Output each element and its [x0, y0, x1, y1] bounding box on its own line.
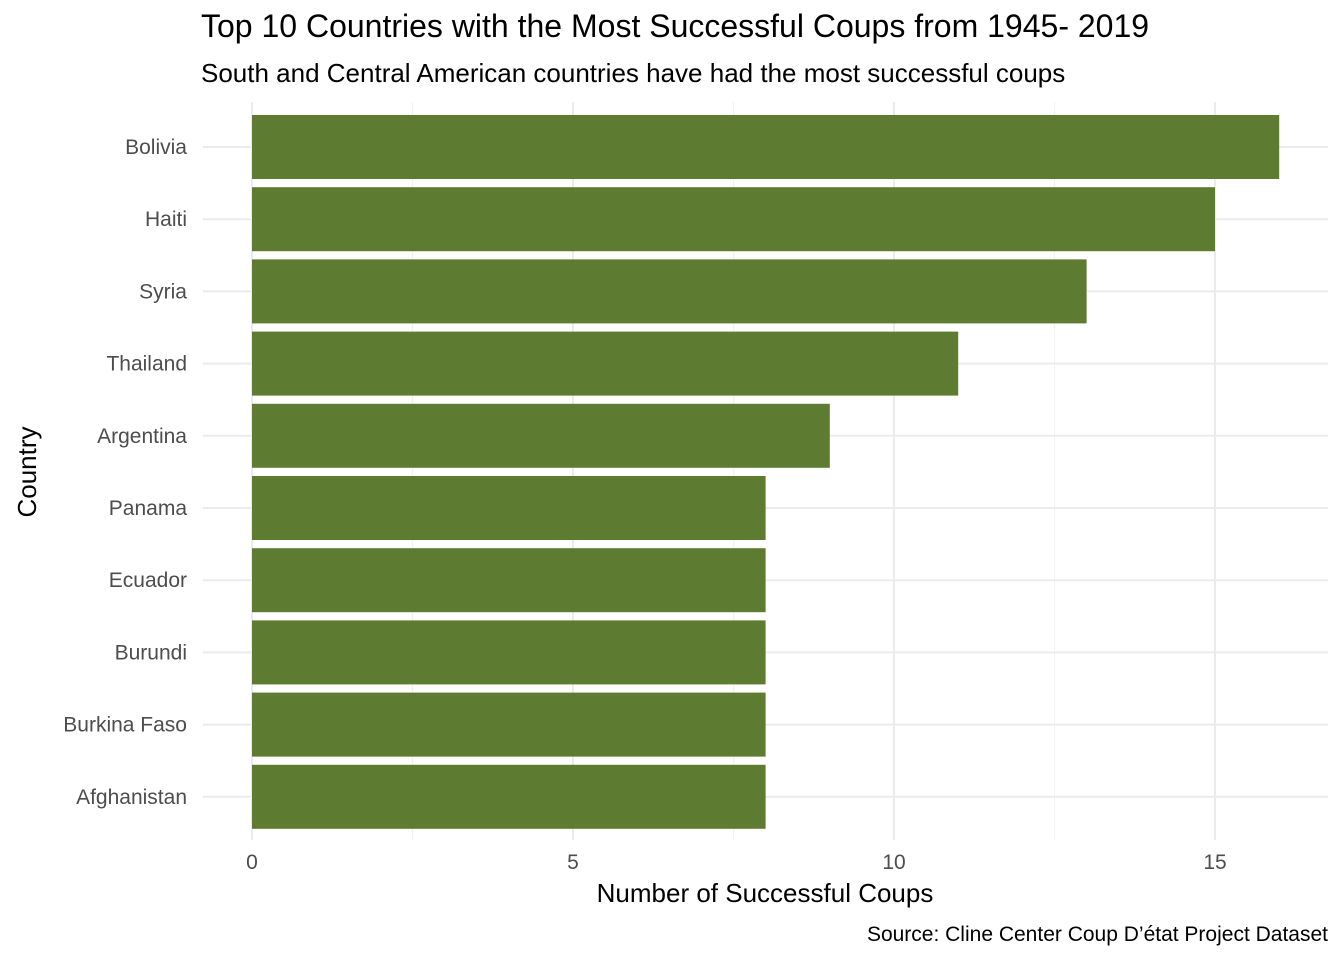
chart-subtitle: South and Central American countries hav…	[201, 58, 1066, 88]
y-tick-label: Bolivia	[125, 136, 187, 159]
bar-burundi	[252, 620, 766, 685]
bar-syria	[252, 259, 1087, 324]
bar-burkina-faso	[252, 692, 766, 757]
x-tick-label: 5	[567, 851, 579, 874]
bars	[252, 115, 1280, 829]
chart-title: Top 10 Countries with the Most Successfu…	[201, 8, 1150, 44]
bar-haiti	[252, 187, 1215, 252]
y-tick-label: Panama	[109, 497, 188, 520]
x-tick-label: 15	[1203, 851, 1226, 874]
bar-thailand	[252, 331, 959, 396]
y-tick-label: Haiti	[145, 208, 187, 231]
x-axis-title: Number of Successful Coups	[597, 878, 934, 908]
bar-afghanistan	[252, 764, 766, 829]
y-tick-label: Burkina Faso	[63, 714, 187, 737]
y-tick-label: Burundi	[115, 641, 187, 664]
y-tick-label: Syria	[139, 280, 187, 303]
y-tick-label: Thailand	[106, 353, 187, 376]
y-tick-labels: Bolivia Haiti Syria Thailand Argentina Panama…	[63, 136, 187, 809]
y-tick-label: Afghanistan	[76, 786, 187, 809]
bar-ecuador	[252, 548, 766, 613]
x-tick-labels: 0 5 10 15	[246, 851, 1227, 874]
x-tick-label: 0	[246, 851, 258, 874]
y-tick-label: Argentina	[97, 425, 187, 448]
y-axis-title: Country	[12, 426, 42, 517]
y-tick-label: Ecuador	[109, 569, 187, 592]
bar-bolivia	[252, 115, 1280, 179]
x-tick-label: 10	[882, 851, 905, 874]
source-caption: Source: Cline Center Coup D’état Project…	[867, 923, 1328, 946]
bar-panama	[252, 476, 766, 540]
bar-argentina	[252, 403, 830, 468]
